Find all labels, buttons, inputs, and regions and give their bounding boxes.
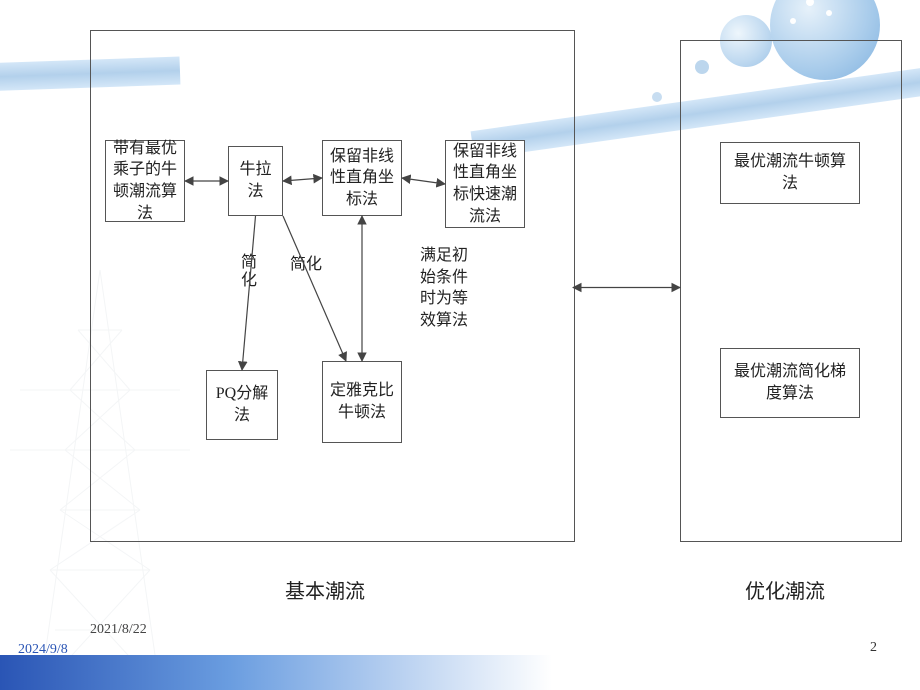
node-nonlinear-rect-fast: 保留非线性直角坐标快速潮流法 — [445, 140, 525, 228]
node-label: 保留非线性直角坐标法 — [329, 146, 395, 211]
node-label: 最优潮流简化梯度算法 — [727, 361, 853, 404]
section-label-basic: 基本潮流 — [285, 575, 365, 604]
node-label: 定雅克比牛顿法 — [329, 380, 395, 423]
decor-circle-dot-2 — [826, 10, 832, 16]
decor-bottom-bar — [0, 655, 920, 690]
decor-circle-dot-3 — [790, 18, 796, 24]
node-label: 最优潮流牛顿算法 — [727, 151, 853, 194]
node-pq-decoupled: PQ分解法 — [206, 370, 278, 440]
panel-optimal-flow — [680, 40, 902, 542]
footer-date-current: 2024/9/8 — [18, 642, 68, 658]
node-optimal-flow-gradient: 最优潮流简化梯度算法 — [720, 348, 860, 418]
edge-label-condition: 满足初始条件时为等效算法 — [420, 245, 468, 331]
node-label: 带有最优乘子的牛顿潮流算法 — [112, 138, 178, 224]
edge-label-simplify-diag: 简化 — [290, 250, 322, 274]
node-nonlinear-rect-coord: 保留非线性直角坐标法 — [322, 140, 402, 216]
node-newton-raphson: 牛拉法 — [228, 146, 283, 216]
decor-circle-dot-1 — [806, 0, 814, 6]
node-optimal-multiplier-newton: 带有最优乘子的牛顿潮流算法 — [105, 140, 185, 222]
section-label-optimal: 优化潮流 — [745, 575, 825, 604]
footer-date-old: 2021/8/22 — [90, 622, 147, 638]
decor-circle-small-2 — [652, 92, 662, 102]
node-optimal-flow-newton: 最优潮流牛顿算法 — [720, 142, 860, 204]
edge-label-simplify-left: 简化 — [234, 253, 258, 289]
node-label: PQ分解法 — [213, 383, 271, 426]
node-fixed-jacobian-newton: 定雅克比牛顿法 — [322, 361, 402, 443]
node-label: 牛拉法 — [235, 159, 276, 202]
node-label: 保留非线性直角坐标快速潮流法 — [452, 141, 518, 227]
footer-page-number: 2 — [870, 640, 877, 656]
panel-basic-flow — [90, 30, 575, 542]
